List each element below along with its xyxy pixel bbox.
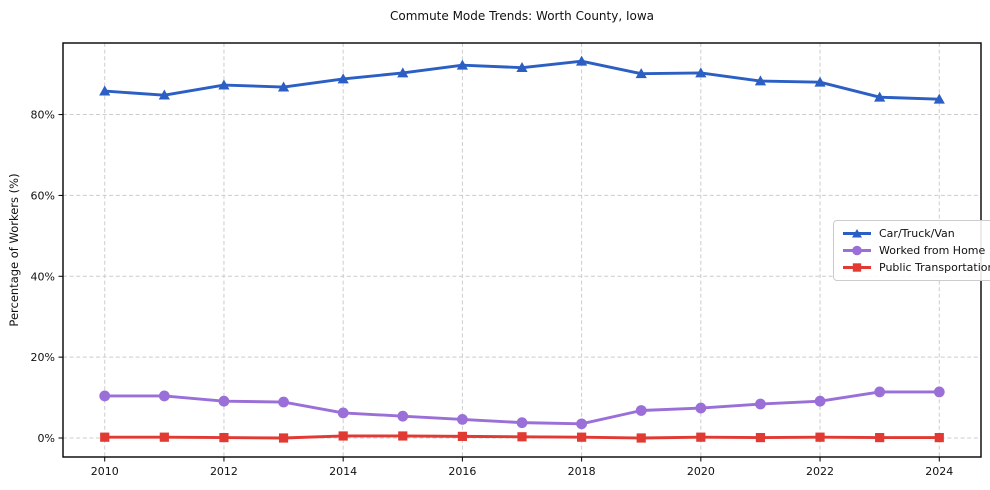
x-tick-label: 2024 xyxy=(925,465,953,478)
data-point-worked-from-home-2013 xyxy=(278,396,289,408)
data-point-public-transportation-2012 xyxy=(219,432,229,443)
legend-label: Car/Truck/Van xyxy=(879,227,955,240)
x-tick-label: 2012 xyxy=(210,465,238,478)
data-point-worked-from-home-2015 xyxy=(397,410,409,422)
x-tick-label: 2018 xyxy=(568,465,596,478)
data-point-public-transportation-2017 xyxy=(517,432,527,442)
data-point-public-transportation-2024 xyxy=(934,432,944,443)
data-point-car-truck-van-2019 xyxy=(635,68,647,79)
data-point-car-truck-van-2016 xyxy=(456,59,468,70)
y-tick-label: 0% xyxy=(38,432,55,445)
data-point-worked-from-home-2017 xyxy=(516,417,528,429)
y-tick-label: 80% xyxy=(31,109,55,122)
data-point-worked-from-home-2022 xyxy=(814,395,826,407)
data-point-worked-from-home-2021 xyxy=(755,398,766,410)
data-point-public-transportation-2022 xyxy=(815,432,825,442)
data-point-car-truck-van-2013 xyxy=(277,81,290,92)
data-point-public-transportation-2021 xyxy=(755,432,766,443)
series-worked-from-home xyxy=(99,386,945,430)
data-point-public-transportation-2010 xyxy=(100,432,110,442)
data-point-car-truck-van-2022 xyxy=(814,76,826,87)
x-tick-label: 2014 xyxy=(329,465,357,478)
data-point-public-transportation-2014 xyxy=(338,431,348,441)
x-tick-label: 2016 xyxy=(448,465,476,478)
data-point-worked-from-home-2014 xyxy=(337,407,349,419)
legend: Car/Truck/Van Worked from Home Public Tran… xyxy=(833,220,990,281)
data-point-car-truck-van-2018 xyxy=(576,55,588,66)
legend-circle-marker-icon xyxy=(843,245,871,256)
chart-title: Commute Mode Trends: Worth County, Iowa xyxy=(389,9,655,23)
axis-tick-labels: 0% 20% 40% 60% 80% 2010 2012 2014 2016 2018 2020 20… xyxy=(31,109,954,478)
data-point-car-truck-van-2010 xyxy=(99,85,111,96)
data-point-car-truck-van-2015 xyxy=(397,67,409,78)
data-point-worked-from-home-2024 xyxy=(933,386,945,398)
data-point-car-truck-van-2017 xyxy=(516,62,528,73)
axis-ticks xyxy=(58,114,940,462)
data-point-car-truck-van-2021 xyxy=(754,75,767,86)
data-point-worked-from-home-2019 xyxy=(635,405,647,416)
legend-square-marker-icon xyxy=(843,263,871,272)
data-point-car-truck-van-2020 xyxy=(695,67,707,78)
data-point-public-transportation-2018 xyxy=(577,432,587,442)
series-public-transportation xyxy=(100,431,944,443)
legend-label: Public Transportation xyxy=(879,261,990,274)
data-point-worked-from-home-2018 xyxy=(576,418,588,430)
legend-item-worked-from-home: Worked from Home xyxy=(842,244,990,257)
data-point-public-transportation-2015 xyxy=(398,431,408,441)
data-point-worked-from-home-2010 xyxy=(99,390,111,402)
data-point-public-transportation-2019 xyxy=(636,433,646,443)
data-point-car-truck-van-2023 xyxy=(874,91,886,102)
x-tick-label: 2010 xyxy=(91,465,119,478)
y-tick-label: 40% xyxy=(31,270,55,283)
data-point-public-transportation-2023 xyxy=(875,432,885,443)
x-tick-label: 2020 xyxy=(687,465,715,478)
data-point-car-truck-van-2014 xyxy=(337,73,349,84)
legend-item-car-truck-van: Car/Truck/Van xyxy=(842,227,990,240)
data-point-public-transportation-2011 xyxy=(159,432,169,442)
data-point-public-transportation-2016 xyxy=(457,431,467,441)
data-point-car-truck-van-2011 xyxy=(158,89,170,100)
data-point-car-truck-van-2012 xyxy=(218,79,230,90)
y-tick-label: 60% xyxy=(31,189,55,202)
data-point-worked-from-home-2020 xyxy=(695,402,707,414)
legend-triangle-marker-icon xyxy=(843,229,871,238)
data-point-worked-from-home-2023 xyxy=(874,386,886,398)
legend-label: Worked from Home xyxy=(879,244,986,257)
data-point-worked-from-home-2012 xyxy=(218,395,230,407)
data-point-public-transportation-2013 xyxy=(278,433,289,443)
data-point-worked-from-home-2011 xyxy=(158,390,170,402)
x-tick-label: 2022 xyxy=(806,465,834,478)
data-point-worked-from-home-2016 xyxy=(456,414,468,425)
data-point-public-transportation-2020 xyxy=(696,432,706,442)
y-tick-label: 20% xyxy=(31,351,55,364)
data-point-car-truck-van-2024 xyxy=(933,93,945,104)
series-car-truck-van xyxy=(99,55,945,104)
legend-item-public-transportation: Public Transportation xyxy=(842,261,990,274)
